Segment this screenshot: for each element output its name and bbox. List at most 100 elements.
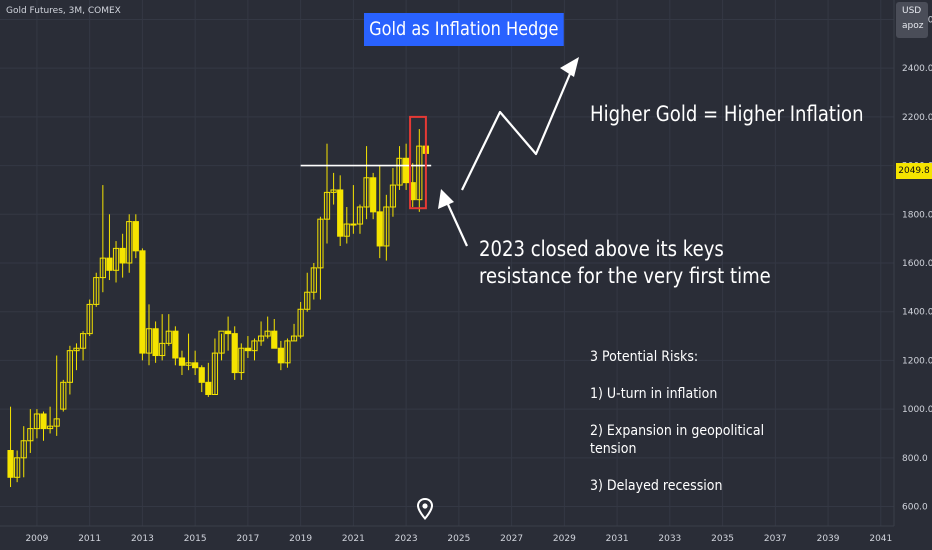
y-tick-label: 1400.0 xyxy=(902,308,932,318)
candle-down xyxy=(271,330,278,349)
candle-down xyxy=(132,221,139,252)
candle-down xyxy=(40,413,47,430)
last-price-label: 2049.8 xyxy=(896,163,932,179)
candle-up xyxy=(310,267,317,293)
candle-up xyxy=(112,247,120,271)
y-tick-label: 600.0 xyxy=(902,503,928,513)
candle-up xyxy=(389,184,397,208)
x-tick-label: 2033 xyxy=(658,534,681,544)
x-tick-label: 2017 xyxy=(236,534,259,544)
location-pin-icon[interactable] xyxy=(417,498,433,520)
projection-arrow-head xyxy=(560,57,579,77)
candle-up xyxy=(330,189,337,193)
candle-up xyxy=(297,308,304,337)
projection-arrow xyxy=(461,61,577,191)
candle-down xyxy=(106,257,113,271)
candle-up xyxy=(27,428,34,442)
candle-down xyxy=(205,381,212,395)
currency-badge[interactable]: USD apoz xyxy=(896,2,928,38)
candle-up xyxy=(47,425,54,430)
chart-annotations xyxy=(300,57,579,247)
candle-up xyxy=(257,335,265,342)
candle-up xyxy=(159,342,166,357)
risk-item-2-line-2: tension xyxy=(590,441,637,457)
candle-up xyxy=(317,218,324,269)
y-tick-label: 1800.0 xyxy=(902,210,932,220)
candle-up xyxy=(53,418,60,427)
candle-up xyxy=(14,457,21,478)
candle-up xyxy=(33,413,41,430)
scale-label: apoz xyxy=(902,21,924,31)
y-tick-label: 2400.0 xyxy=(902,64,932,74)
candle-down xyxy=(192,362,199,369)
candle-up xyxy=(290,335,298,342)
y-tick-label: 800.0 xyxy=(902,454,928,464)
candle-down xyxy=(376,211,383,247)
risk-item-2-line-1: 2) Expansion in geopolitical xyxy=(590,423,765,439)
highlight-box xyxy=(409,115,427,210)
candle-down xyxy=(152,328,159,357)
x-tick-label: 2013 xyxy=(131,534,154,544)
candle-down xyxy=(172,330,179,359)
candle-up xyxy=(99,257,106,279)
candle-down xyxy=(244,347,251,352)
candle-down xyxy=(277,347,284,364)
x-tick-label: 2011 xyxy=(78,534,101,544)
candle-up xyxy=(218,330,225,354)
candlestick-series xyxy=(7,129,430,488)
candle-up xyxy=(185,362,192,366)
candle-up xyxy=(73,347,80,352)
risk-item-1: 1) U-turn in inflation xyxy=(590,386,718,402)
candle-up xyxy=(304,291,311,310)
price-axis-labels: 600.0 800.0 1000.0 1200.0 1400.0 1600.0 1800.0… xyxy=(902,15,932,512)
x-tick-label: 2027 xyxy=(500,534,523,544)
candle-down xyxy=(178,357,186,366)
higher-gold-note: Higher Gold = Higher Inflation xyxy=(590,102,864,126)
candle-up xyxy=(60,381,67,410)
candle-up xyxy=(93,277,100,305)
candle-up xyxy=(383,206,390,247)
x-tick-label: 2035 xyxy=(711,534,734,544)
x-tick-label: 2039 xyxy=(817,534,840,544)
candle-down xyxy=(139,250,146,354)
symbol-label: Gold Futures, 3M, COMEX xyxy=(6,6,121,16)
candle-up xyxy=(251,340,258,352)
candle-up xyxy=(363,177,370,208)
candle-down xyxy=(403,157,410,184)
candle-up xyxy=(416,145,423,201)
x-tick-label: 2025 xyxy=(447,534,470,544)
close-note-line-2: resistance for the very first time xyxy=(479,264,771,288)
x-tick-label: 2009 xyxy=(25,534,48,544)
chart-title: Gold as Inflation Hedge xyxy=(364,13,564,46)
x-tick-label: 2023 xyxy=(395,534,418,544)
candle-up xyxy=(66,350,73,383)
close-note-line-1: 2023 closed above its keys xyxy=(479,237,724,261)
candle-up xyxy=(264,330,271,337)
candle-down xyxy=(119,247,126,264)
y-tick-label: 2200.0 xyxy=(902,113,932,123)
y-tick-label: 1000.0 xyxy=(902,405,932,415)
candle-down xyxy=(225,330,232,335)
candle-up xyxy=(350,223,357,226)
x-tick-label: 2041 xyxy=(869,534,892,544)
candle-up xyxy=(126,221,133,264)
x-tick-label: 2031 xyxy=(606,534,629,544)
candle-down xyxy=(370,177,377,213)
candle-down xyxy=(337,189,344,237)
y-tick-label: 1200.0 xyxy=(902,356,932,366)
candle-up xyxy=(238,347,245,374)
candle-up xyxy=(343,223,350,237)
currency-label: USD xyxy=(902,6,922,16)
x-tick-label: 2029 xyxy=(553,534,576,544)
candle-up xyxy=(145,328,153,354)
candle-up xyxy=(165,330,172,344)
pointer-arrow xyxy=(444,199,469,247)
candle-up xyxy=(396,157,403,186)
candle-up xyxy=(323,191,331,220)
risks-heading: 3 Potential Risks: xyxy=(590,349,699,365)
x-tick-label: 2021 xyxy=(342,534,365,544)
candle-up xyxy=(86,303,93,335)
risk-item-3: 3) Delayed recession xyxy=(590,478,723,494)
